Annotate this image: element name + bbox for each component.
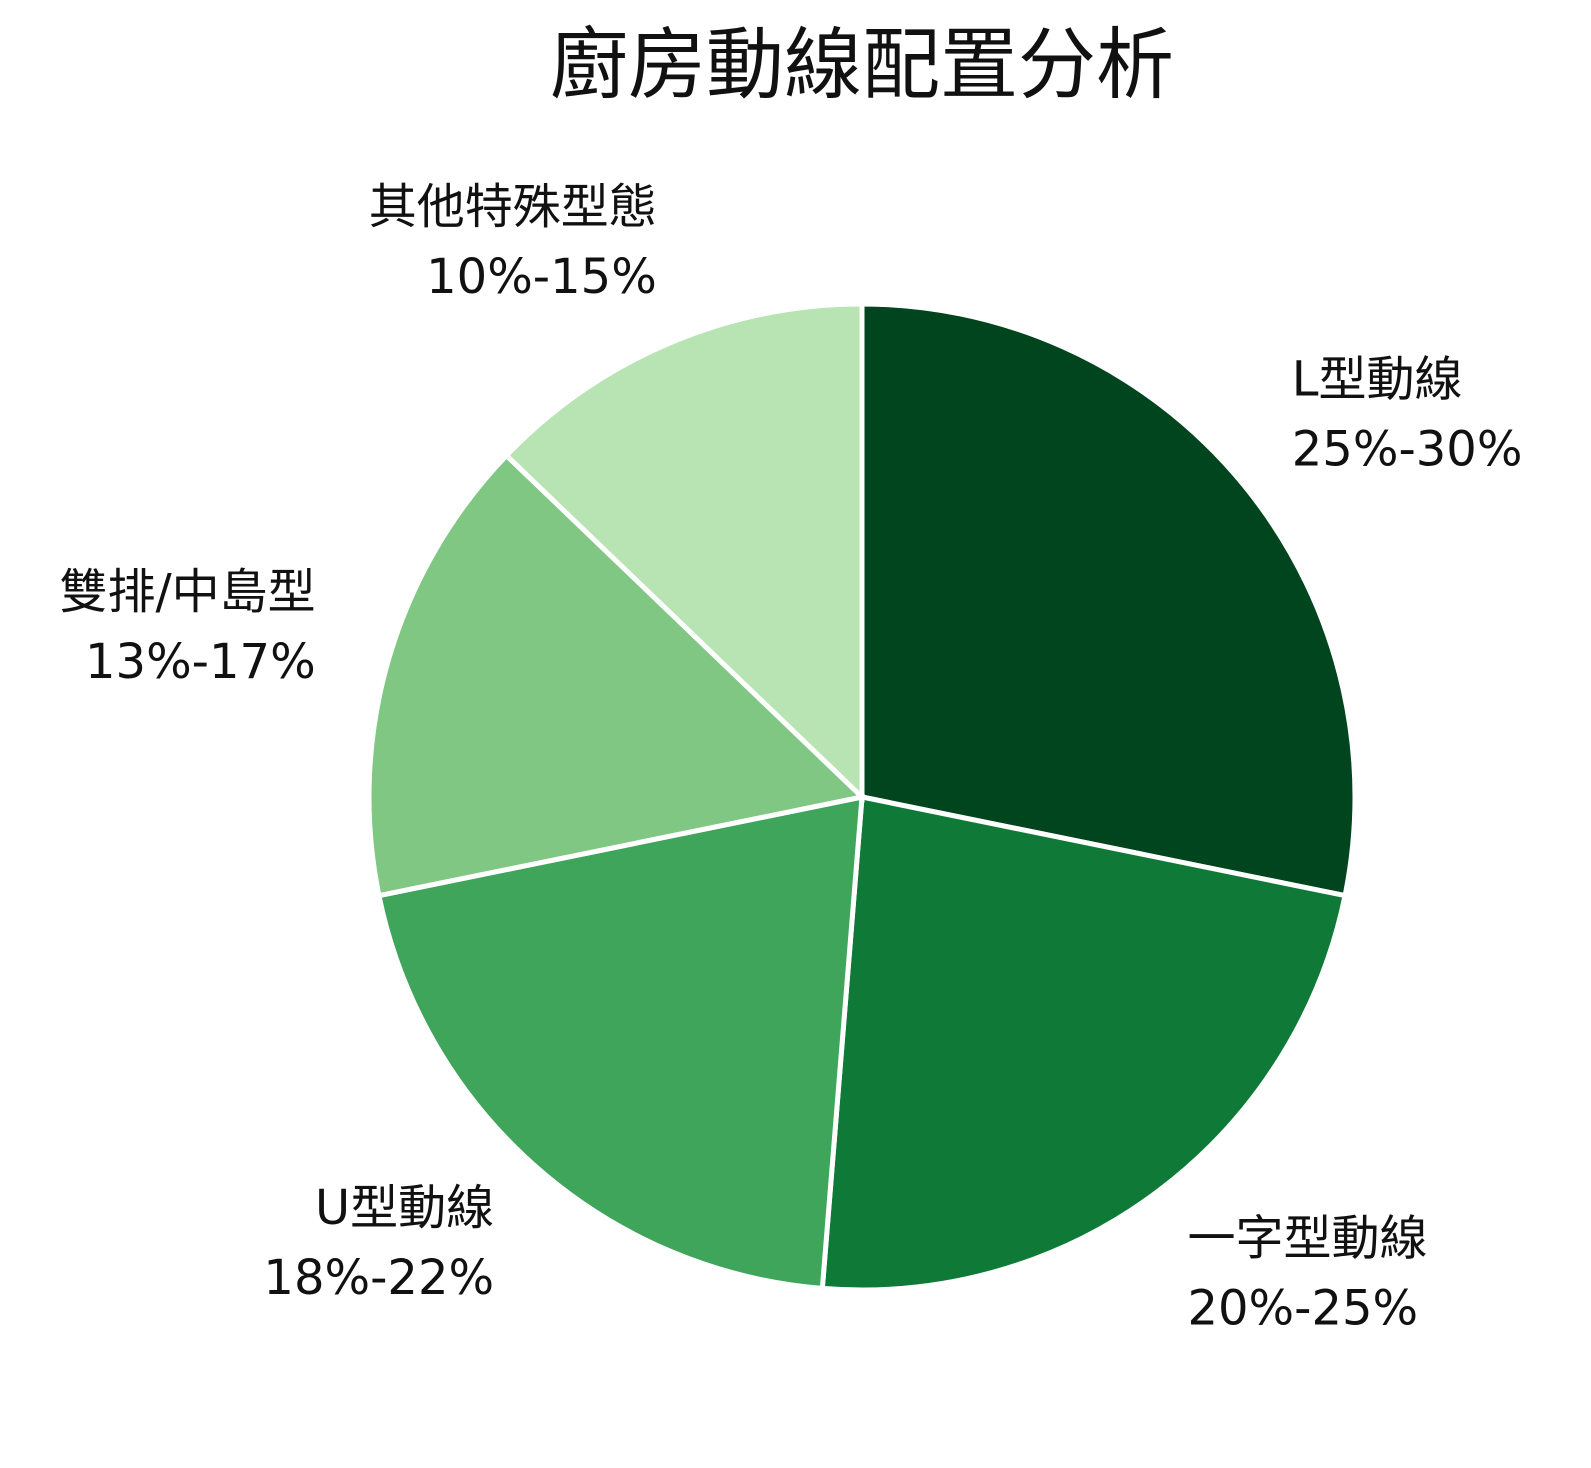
value-label: 20%-25% <box>1187 1281 1418 1337</box>
value-label: 10%-15% <box>426 249 657 305</box>
pie-slice <box>502 301 865 803</box>
slice-label: U型動線 <box>315 1180 494 1236</box>
chart-title: 廚房動線配置分析 <box>550 20 1174 110</box>
pie-slice <box>366 451 868 899</box>
value-label: 13%-17% <box>85 634 316 690</box>
pie-slice <box>376 793 865 1292</box>
value-label: 25%-30% <box>1292 422 1523 478</box>
value-label: 18%-22% <box>263 1250 494 1306</box>
slice-label: 其他特殊型態 <box>369 179 657 235</box>
slice-label: L型動線 <box>1292 352 1463 408</box>
slice-label: 雙排/中島型 <box>60 564 316 620</box>
slice-label: 一字型動線 <box>1187 1211 1427 1267</box>
pie-slice <box>819 793 1348 1293</box>
pie-slice <box>859 301 1358 899</box>
